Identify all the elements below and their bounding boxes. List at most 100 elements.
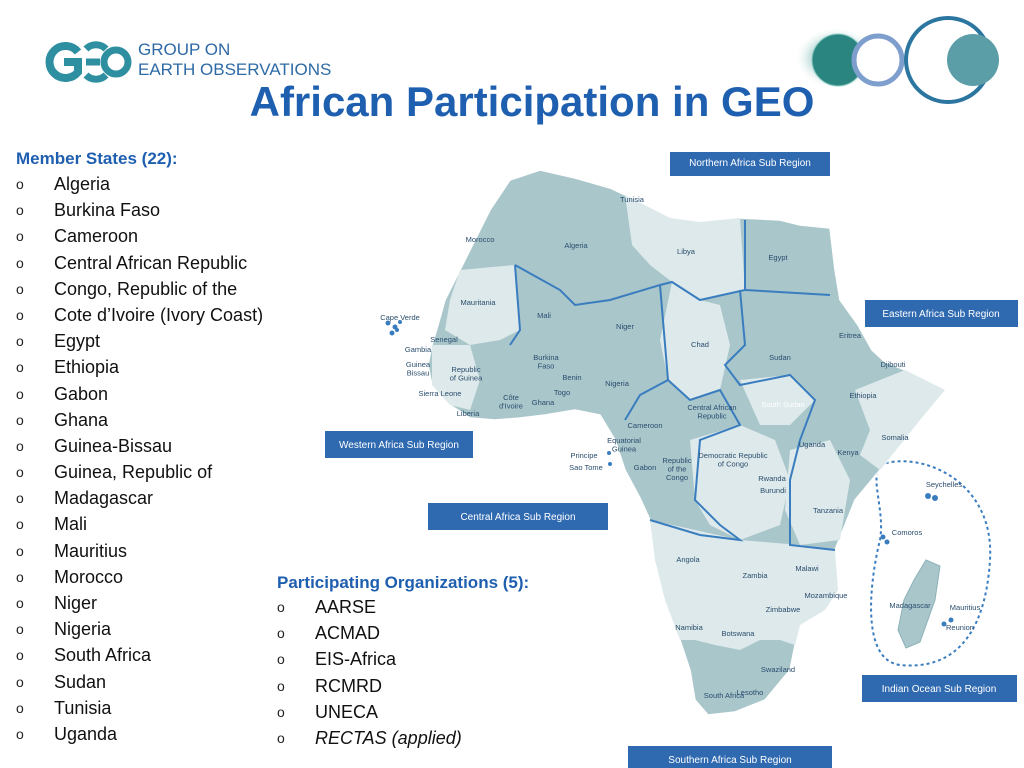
country-label-cote: Côte d'Ivoire: [499, 393, 523, 411]
decorative-circles: [796, 16, 999, 104]
northern-region-border-east: [744, 289, 831, 296]
member-item: o Guinea, Republic of: [16, 459, 306, 485]
member-item-text: Morocco: [54, 566, 124, 587]
country-label-sudan: Sudan: [769, 353, 791, 362]
country-label-mali: Mali: [537, 311, 551, 320]
chad-area: [660, 282, 730, 400]
logo-line1: GROUP ON: [138, 40, 231, 59]
northern-region-text: Northern Africa Sub Region: [689, 158, 811, 169]
country-label-ghana: Ghana: [532, 398, 555, 407]
country-label-seychelles: Seychelles: [926, 480, 963, 489]
country-label-rep-congo: Republic of the Congo: [662, 456, 691, 482]
country-labels: Tunisia Morocco Algeria Libya Egypt Mauritani…: [380, 195, 980, 700]
country-label-car: Central African Republic: [687, 403, 736, 421]
africa-map: Northern Africa Sub Region Eastern Afric…: [325, 152, 1018, 768]
logo-text: GROUP ON EARTH OBSERVATIONS: [138, 40, 331, 80]
country-label-rwanda: Rwanda: [758, 474, 786, 483]
country-label-chad: Chad: [691, 340, 709, 349]
country-label-cameroon: Cameroon: [627, 421, 662, 430]
country-label-togo: Togo: [554, 388, 570, 397]
member-item-text: Tunisia: [54, 697, 112, 718]
western-region-label: Western Africa Sub Region: [325, 431, 473, 458]
org-item: o ACMAD: [277, 620, 557, 646]
country-label-rep-guinea: Republic of Guinea: [450, 365, 483, 383]
bullet-icon: o: [16, 333, 24, 350]
bullet-icon: o: [16, 202, 24, 219]
bullet-icon: o: [16, 228, 24, 245]
country-label-guinea-bissau: Guinea Bissau: [406, 360, 431, 378]
member-states-list: o Algeria o Burkina Faso o Cameroon o Central A…: [16, 171, 306, 747]
member-item: o Cameroon: [16, 223, 306, 249]
southern-area: [650, 520, 838, 650]
org-item-text: UNECA: [315, 701, 379, 722]
country-label-sao-tome: Sao Tome: [569, 463, 603, 472]
participating-orgs-section: Participating Organizations (5): o AARSE o…: [277, 573, 557, 751]
bullet-icon: o: [16, 568, 24, 585]
country-label-algeria: Algeria: [564, 241, 588, 250]
member-item: o Cote d’Ivoire (Ivory Coast): [16, 302, 306, 328]
country-label-liberia: Liberia: [457, 409, 480, 418]
org-item: o AARSE: [277, 594, 557, 620]
country-label-kenya: Kenya: [837, 448, 859, 457]
bullet-icon: o: [16, 647, 24, 664]
bullet-icon: o: [16, 306, 24, 323]
member-item-text: Mali: [54, 514, 88, 535]
cape-verde-islands: [385, 320, 402, 336]
country-label-tunisia: Tunisia: [620, 195, 645, 204]
country-label-djibouti: Djibouti: [880, 360, 905, 369]
member-item: o Mauritius: [16, 538, 306, 564]
country-label-gabon: Gabon: [634, 463, 657, 472]
org-item-text: RCMRD: [315, 675, 382, 696]
country-label-mozambique: Mozambique: [805, 591, 848, 600]
country-label-principe: Principe: [570, 451, 597, 460]
bullet-icon: o: [16, 464, 24, 481]
bullet-icon: o: [277, 625, 285, 642]
western-sahara-mauritania-area: [445, 265, 520, 345]
logo-line2: EARTH OBSERVATIONS: [138, 60, 332, 79]
bullet-icon: o: [16, 699, 24, 716]
somalia-area: [855, 370, 945, 470]
member-item-text: Congo, Republic of the: [54, 278, 238, 299]
member-item-text: Guinea-Bissau: [54, 435, 173, 456]
member-item: o South Africa: [16, 642, 306, 668]
member-item: o Niger: [16, 590, 306, 616]
bullet-icon: o: [16, 673, 24, 690]
member-item: o Tunisia: [16, 695, 306, 721]
org-item-text: ACMAD: [315, 623, 381, 644]
country-label-benin: Benin: [562, 373, 581, 382]
country-label-swaziland: Swaziland: [761, 665, 795, 674]
country-label-angola: Angola: [676, 555, 700, 564]
country-label-libya: Libya: [677, 247, 696, 256]
country-label-mauritania: Mauritania: [460, 298, 496, 307]
country-label-cape-verde: Cape Verde: [380, 313, 420, 322]
member-item: o Algeria: [16, 171, 306, 197]
western-region-text: Western Africa Sub Region: [339, 440, 459, 451]
country-label-burundi: Burundi: [760, 486, 786, 495]
country-label-lesotho: Lesotho: [737, 688, 764, 697]
central-region-text: Central Africa Sub Region: [460, 512, 575, 523]
northern-region-label: Northern Africa Sub Region: [670, 152, 830, 176]
bullet-icon: o: [16, 176, 24, 192]
member-item-text: Gabon: [54, 383, 109, 404]
bullet-icon: o: [16, 437, 24, 454]
member-item-text: Egypt: [54, 331, 101, 352]
country-label-gambia: Gambia: [405, 345, 432, 354]
indian-ocean-region-label: Indian Ocean Sub Region: [862, 675, 1017, 702]
member-item: o Ethiopia: [16, 354, 306, 380]
country-label-sierra-leone: Sierra Leone: [419, 389, 462, 398]
member-item-text: Sudan: [54, 671, 107, 692]
bullet-icon: o: [277, 651, 285, 668]
bullet-icon: o: [277, 599, 285, 615]
geo-logo: [45, 41, 132, 83]
small-islands: [607, 451, 954, 627]
member-item: o Sudan: [16, 669, 306, 695]
member-item-text: Ethiopia: [54, 357, 120, 378]
member-item: o Nigeria: [16, 616, 306, 642]
participating-orgs-heading: Participating Organizations (5):: [277, 573, 530, 592]
org-item: o EIS-Africa: [277, 646, 557, 672]
member-item: o Burkina Faso: [16, 197, 306, 223]
country-label-nigeria: Nigeria: [605, 379, 630, 388]
bullet-icon: o: [16, 411, 24, 428]
member-item: o Morocco: [16, 564, 306, 590]
indian-region-text: Indian Ocean Sub Region: [882, 684, 997, 695]
